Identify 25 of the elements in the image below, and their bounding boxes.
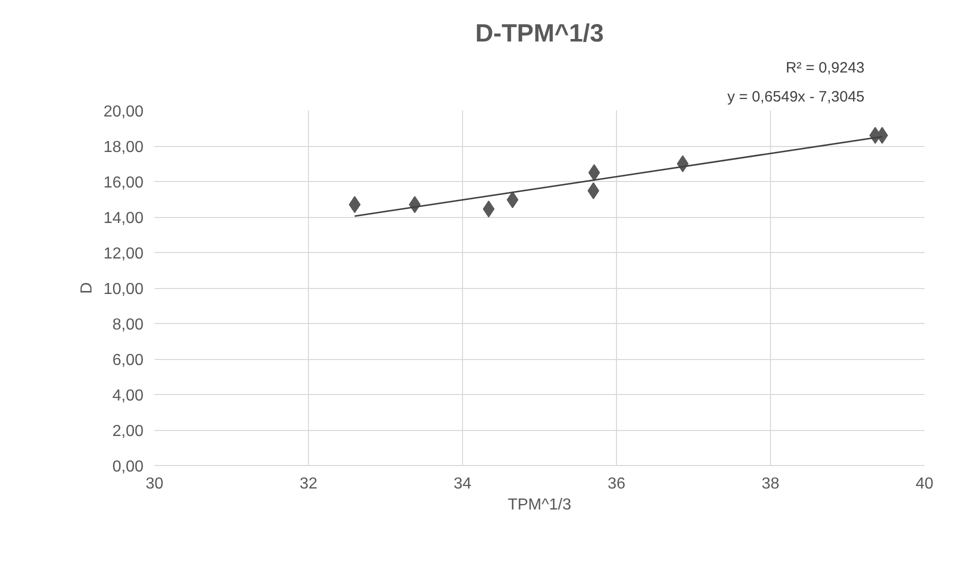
x-tick-label: 30 — [146, 476, 164, 492]
x-tick-label: 32 — [300, 476, 318, 492]
y-axis-title: D — [78, 282, 96, 294]
point — [588, 164, 600, 182]
x-axis-title: TPM^1/3 — [508, 496, 572, 514]
x-tick-label: 40 — [916, 476, 934, 492]
x-tick-label: 38 — [762, 476, 780, 492]
y-tick-label: 14,00 — [103, 210, 144, 227]
y-tick-label: 4,00 — [112, 388, 144, 404]
y-tick-label: 10,00 — [103, 281, 144, 298]
point — [348, 196, 361, 214]
y-tick-label: 18,00 — [103, 139, 144, 156]
y-tick-label: 2,00 — [112, 423, 144, 440]
y-tick-label: 0,00 — [112, 458, 144, 476]
y-tick-label: 20,00 — [103, 104, 144, 120]
y-tick-label: 6,00 — [112, 352, 144, 369]
x-tick-label: 36 — [608, 476, 626, 492]
y-tick-label: 16,00 — [103, 174, 144, 192]
point — [482, 200, 495, 218]
text: y = 0,6549x - 7,3045 — [727, 88, 865, 106]
text: R² = 0,9243 — [786, 60, 865, 76]
chart-title: D-TPM^1/3 — [475, 20, 604, 48]
x-tick-label: 34 — [454, 476, 472, 492]
y-tick-label: 8,00 — [112, 316, 144, 334]
y-tick-label: 12,00 — [103, 246, 144, 262]
